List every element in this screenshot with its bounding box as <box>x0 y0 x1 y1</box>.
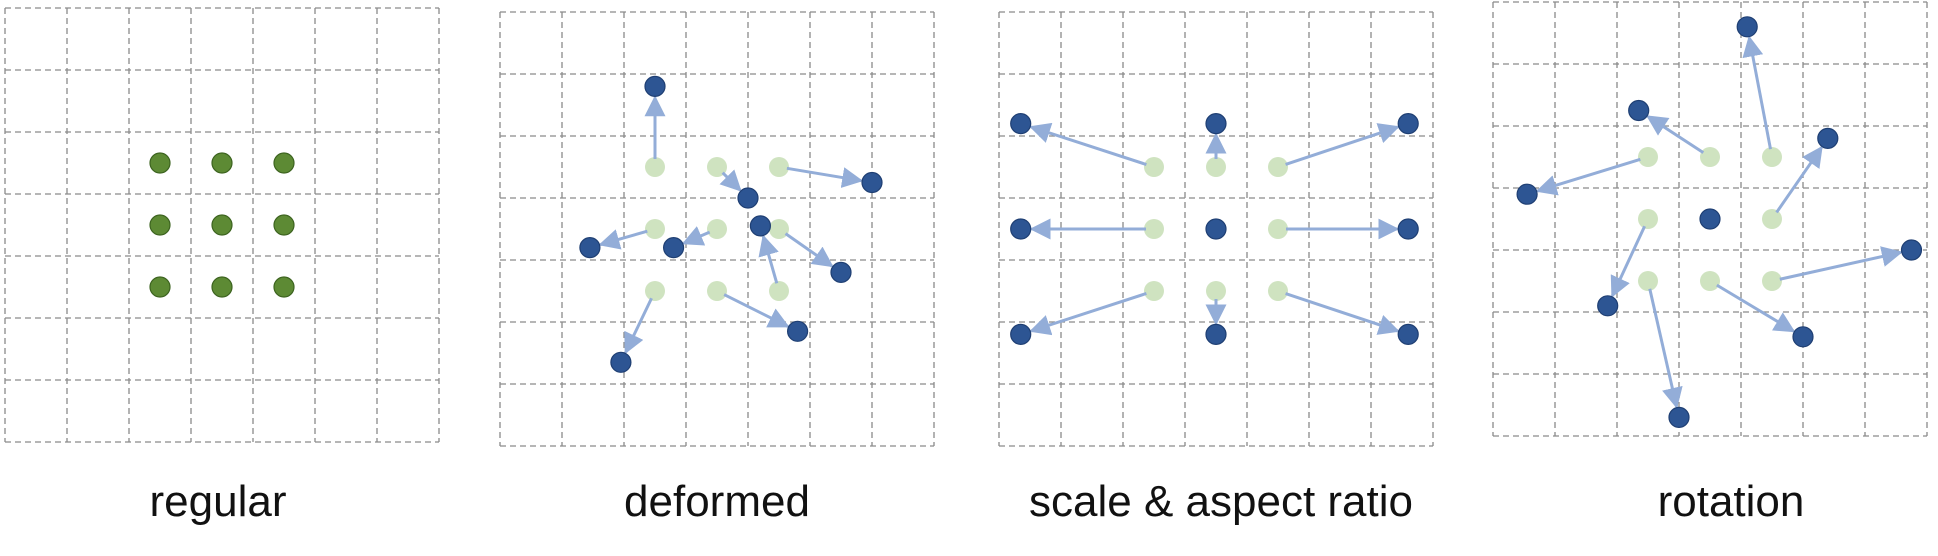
grid-deformed <box>499 11 935 447</box>
regular-sample-point <box>211 276 233 298</box>
original-sample-point <box>1144 281 1164 301</box>
regular-sample-point <box>149 214 171 236</box>
original-sample-point <box>1268 219 1288 239</box>
original-sample-point <box>1268 157 1288 177</box>
original-sample-point <box>1638 209 1658 229</box>
panel-regular: regular <box>4 7 440 526</box>
offset-sample-point <box>1010 112 1032 135</box>
offset-sample-point <box>749 215 771 237</box>
original-sample-point <box>1762 209 1782 229</box>
original-sample-point <box>769 157 789 177</box>
original-sample-point <box>769 219 789 239</box>
offset-sample-point <box>1205 112 1227 135</box>
offset-arrow <box>723 293 790 328</box>
offset-sample-point <box>1817 127 1839 149</box>
original-sample-point <box>1206 157 1226 177</box>
offset-arrow <box>1535 157 1641 196</box>
offset-arrow <box>1285 292 1400 335</box>
regular-sample-point <box>273 276 295 298</box>
offset-sample-point <box>1205 323 1227 345</box>
original-sample-point <box>1206 281 1226 301</box>
original-sample-point <box>1268 281 1288 301</box>
regular-sample-point <box>149 276 171 298</box>
regular-sample-point <box>273 152 295 174</box>
regular-sample-point <box>211 214 233 236</box>
offset-arrow <box>1775 145 1823 214</box>
offset-sample-point <box>1699 208 1721 230</box>
panel-rotation: rotation <box>1492 1 1928 526</box>
original-sample-point <box>1700 147 1720 167</box>
offset-arrow <box>1646 115 1705 154</box>
offset-arrow <box>681 226 711 246</box>
regular-sample-point <box>149 152 171 174</box>
offset-sample-point <box>1397 112 1419 135</box>
original-sample-point <box>645 157 665 177</box>
offset-sample-point <box>1792 326 1814 348</box>
offset-sample-point <box>1736 16 1758 38</box>
offset-arrow <box>786 166 864 188</box>
original-sample-point <box>707 219 727 239</box>
offset-sample-point <box>737 187 759 209</box>
offset-sample-point <box>1900 239 1923 261</box>
offset-arrow <box>1029 292 1147 336</box>
regular-sample-point <box>211 152 233 174</box>
offset-arrow <box>784 232 834 268</box>
offset-arrow <box>1285 123 1400 166</box>
offset-sample-point <box>579 237 601 259</box>
offset-arrow <box>1648 288 1683 409</box>
offset-arrow <box>1716 283 1796 333</box>
offset-sample-point <box>861 171 883 194</box>
panel-scale: scale & aspect ratio <box>998 11 1434 526</box>
original-sample-point <box>1762 271 1782 291</box>
offset-sample-point <box>830 261 852 283</box>
offset-sample-point <box>1628 99 1650 122</box>
caption-scale: scale & aspect ratio <box>1029 477 1413 526</box>
offset-arrow <box>1610 225 1646 298</box>
points-regular <box>149 152 295 298</box>
offset-sample-point <box>1668 406 1690 428</box>
offset-arrow <box>624 297 653 355</box>
offset-sample-point <box>1010 323 1032 345</box>
grid-regular <box>4 7 440 443</box>
caption-deformed: deformed <box>624 477 810 526</box>
offset-sample-point <box>1397 218 1419 240</box>
offset-sample-point <box>644 75 666 98</box>
points-deformed <box>579 75 883 373</box>
offset-arrow <box>1029 122 1147 166</box>
panel-deformed: deformed <box>499 11 935 526</box>
offset-sample-point <box>1205 218 1227 240</box>
regular-sample-point <box>273 214 295 236</box>
original-sample-point <box>769 281 789 301</box>
original-sample-point <box>1762 147 1782 167</box>
original-sample-point <box>1638 147 1658 167</box>
offset-arrow <box>1779 246 1903 281</box>
caption-regular: regular <box>150 477 287 526</box>
offset-sample-point <box>1597 295 1619 317</box>
offset-arrow <box>1742 35 1772 150</box>
original-sample-point <box>1144 219 1164 239</box>
offset-arrow <box>719 169 742 192</box>
grid-rotation <box>1492 1 1928 437</box>
grid-scale <box>998 11 1434 447</box>
offset-arrow <box>598 229 648 250</box>
offset-sample-point <box>1397 323 1419 345</box>
points-rotation <box>1516 16 1923 428</box>
offset-arrow <box>758 234 779 284</box>
original-sample-point <box>1700 271 1720 291</box>
caption-rotation: rotation <box>1658 477 1805 526</box>
original-sample-point <box>645 281 665 301</box>
points-scale <box>1010 112 1419 345</box>
original-sample-point <box>645 219 665 239</box>
offset-sample-point <box>1516 183 1538 205</box>
original-sample-point <box>1638 271 1658 291</box>
offset-sample-point <box>787 320 809 342</box>
offset-sample-point <box>610 351 632 373</box>
offset-sample-point <box>663 237 685 259</box>
original-sample-point <box>1144 157 1164 177</box>
original-sample-point <box>707 281 727 301</box>
offset-sample-point <box>1010 218 1032 240</box>
